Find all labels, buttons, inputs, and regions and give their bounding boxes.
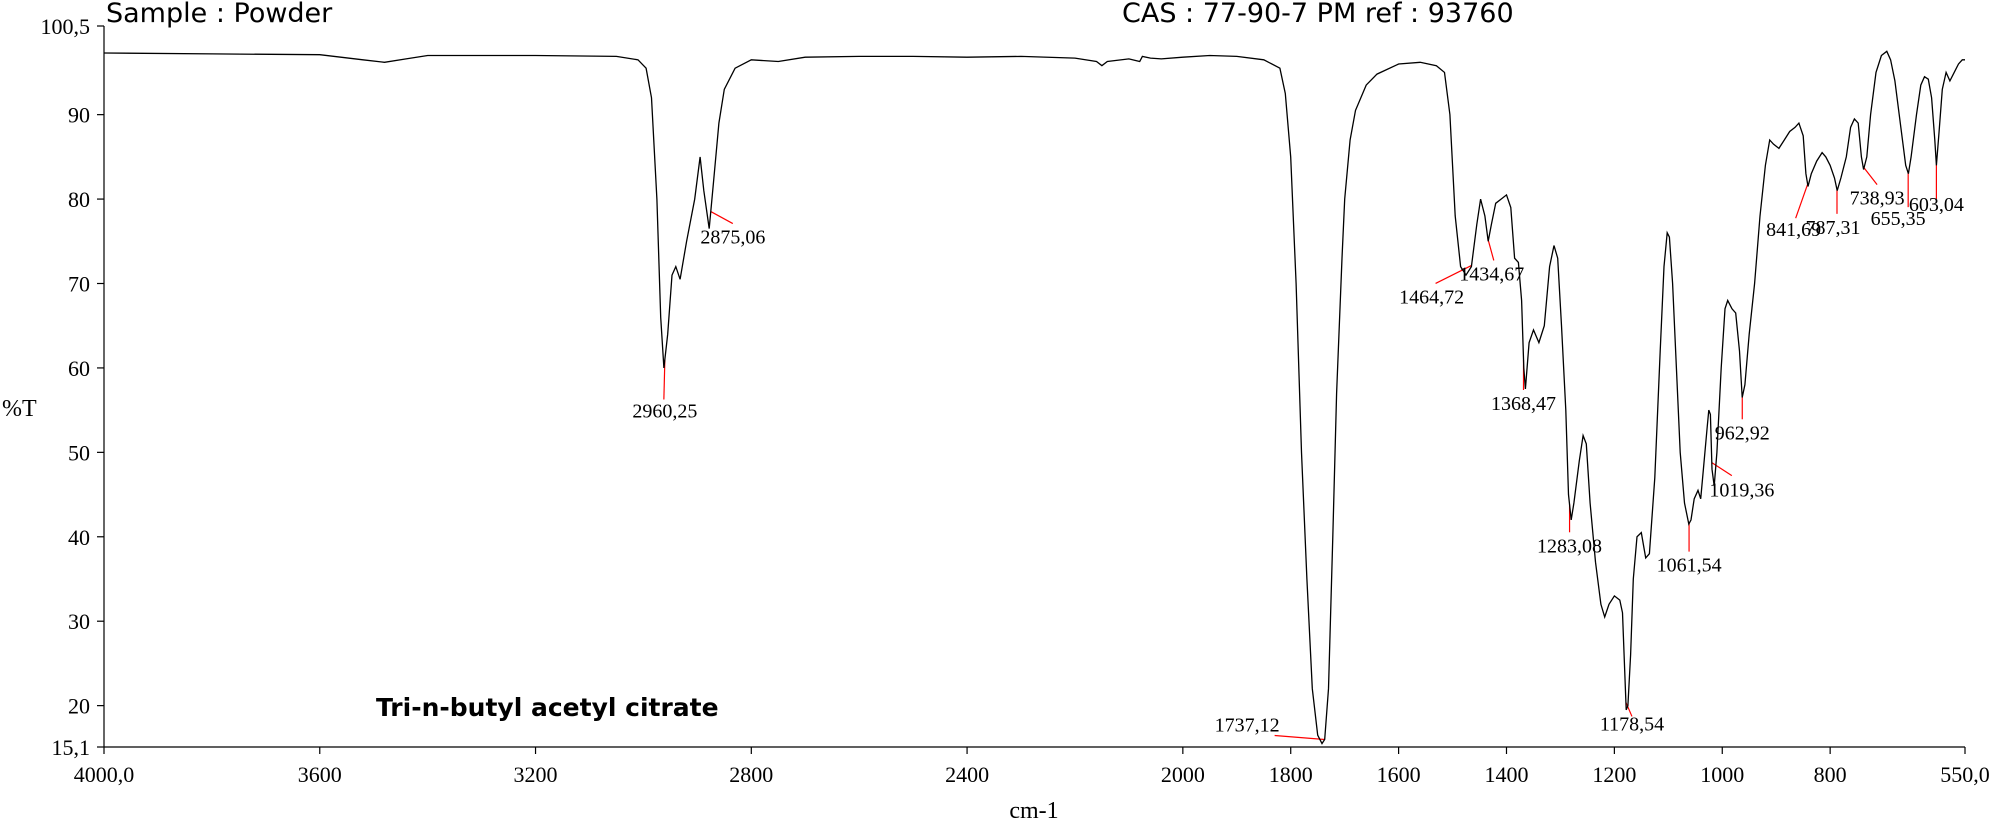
x-tick-label: 1600 xyxy=(1377,762,1421,787)
peak-leader-line xyxy=(1274,734,1325,741)
peak-leader-line xyxy=(1711,462,1733,477)
peak-label: 787,31 xyxy=(1805,217,1860,239)
peak-label: 655,35 xyxy=(1871,208,1926,230)
y-tick-label: 40 xyxy=(68,525,90,550)
peak-label: 1061,54 xyxy=(1657,555,1722,577)
peak-label: 738,93 xyxy=(1850,188,1905,210)
y-tick-label: 15,1 xyxy=(52,735,91,760)
x-tick-label: 4000,0 xyxy=(74,762,135,787)
x-tick-label: 1400 xyxy=(1484,762,1528,787)
peak-leaders xyxy=(663,164,1937,741)
peak-label: 2875,06 xyxy=(700,227,765,249)
peak-label: 2960,25 xyxy=(632,400,697,422)
x-tick-label: 1200 xyxy=(1592,762,1636,787)
peak-label: 603,04 xyxy=(1909,194,1964,216)
x-tick-label: 3600 xyxy=(298,762,342,787)
x-tick-label: 2000 xyxy=(1161,762,1205,787)
peak-leader-line xyxy=(710,211,734,225)
sample-label: Sample : Powder xyxy=(106,0,333,29)
peak-label: 1283,08 xyxy=(1537,535,1602,557)
plot-area: 4000,0 3600 3200 2800 2400 2000 1800 1600 1400 12… xyxy=(41,14,1990,787)
y-tick-label: 30 xyxy=(68,609,90,634)
y-tick-label: 20 xyxy=(68,694,90,719)
peak-leader-line xyxy=(1795,184,1809,219)
x-tick-label: 1800 xyxy=(1269,762,1313,787)
y-tick-label: 100,5 xyxy=(41,14,91,39)
compound-name: Tri-n-butyl acetyl citrate xyxy=(376,693,719,722)
cas-ref-label: CAS : 77-90-7 PM ref : 93760 xyxy=(1122,0,1514,29)
axis-ticks: 4000,0 3600 3200 2800 2400 2000 1800 1600 1400 12… xyxy=(41,14,1990,787)
y-tick-label: 70 xyxy=(68,272,90,297)
peak-leader-line xyxy=(1487,238,1495,261)
y-axis-label: %T xyxy=(2,396,37,422)
peak-label: 962,92 xyxy=(1715,422,1770,444)
y-tick-label: 60 xyxy=(68,356,90,381)
x-tick-label: 550,0 xyxy=(1940,762,1990,787)
x-tick-label: 1000 xyxy=(1700,762,1744,787)
x-tick-label: 2800 xyxy=(729,762,773,787)
peak-label: 1368,47 xyxy=(1491,393,1556,415)
peak-leader-line xyxy=(1435,264,1472,284)
y-tick-label: 80 xyxy=(68,187,90,212)
x-axis-label: cm-1 xyxy=(1009,798,1058,822)
peak-label: 841,69 xyxy=(1766,219,1821,241)
x-tick-label: 3200 xyxy=(514,762,558,787)
peak-label: 1464,72 xyxy=(1399,286,1464,308)
y-tick-label: 90 xyxy=(68,103,90,128)
x-tick-label: 2400 xyxy=(945,762,989,787)
peak-label: 1434,67 xyxy=(1459,263,1524,285)
peak-leader-line xyxy=(1862,166,1878,185)
peak-label: 1019,36 xyxy=(1709,480,1774,502)
y-tick-label: 50 xyxy=(68,440,90,465)
x-tick-label: 800 xyxy=(1814,762,1847,787)
peak-label: 1178,54 xyxy=(1600,713,1664,735)
spectrum-trace xyxy=(103,50,1965,745)
peak-leader-line xyxy=(1625,702,1633,717)
peak-label: 1737,12 xyxy=(1215,715,1280,737)
